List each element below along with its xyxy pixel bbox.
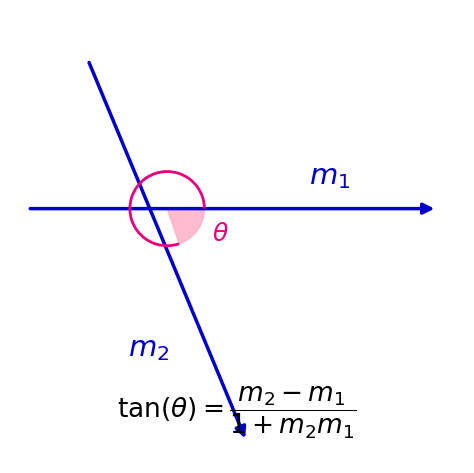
- Text: $\theta$: $\theta$: [212, 223, 229, 245]
- Text: $\tan(\theta) = \dfrac{m_2 - m_1}{1 + m_2 m_1}$: $\tan(\theta) = \dfrac{m_2 - m_1}{1 + m_…: [117, 385, 357, 441]
- Text: $m_2$: $m_2$: [128, 333, 169, 362]
- Polygon shape: [167, 209, 204, 244]
- Text: $m_1$: $m_1$: [310, 162, 351, 191]
